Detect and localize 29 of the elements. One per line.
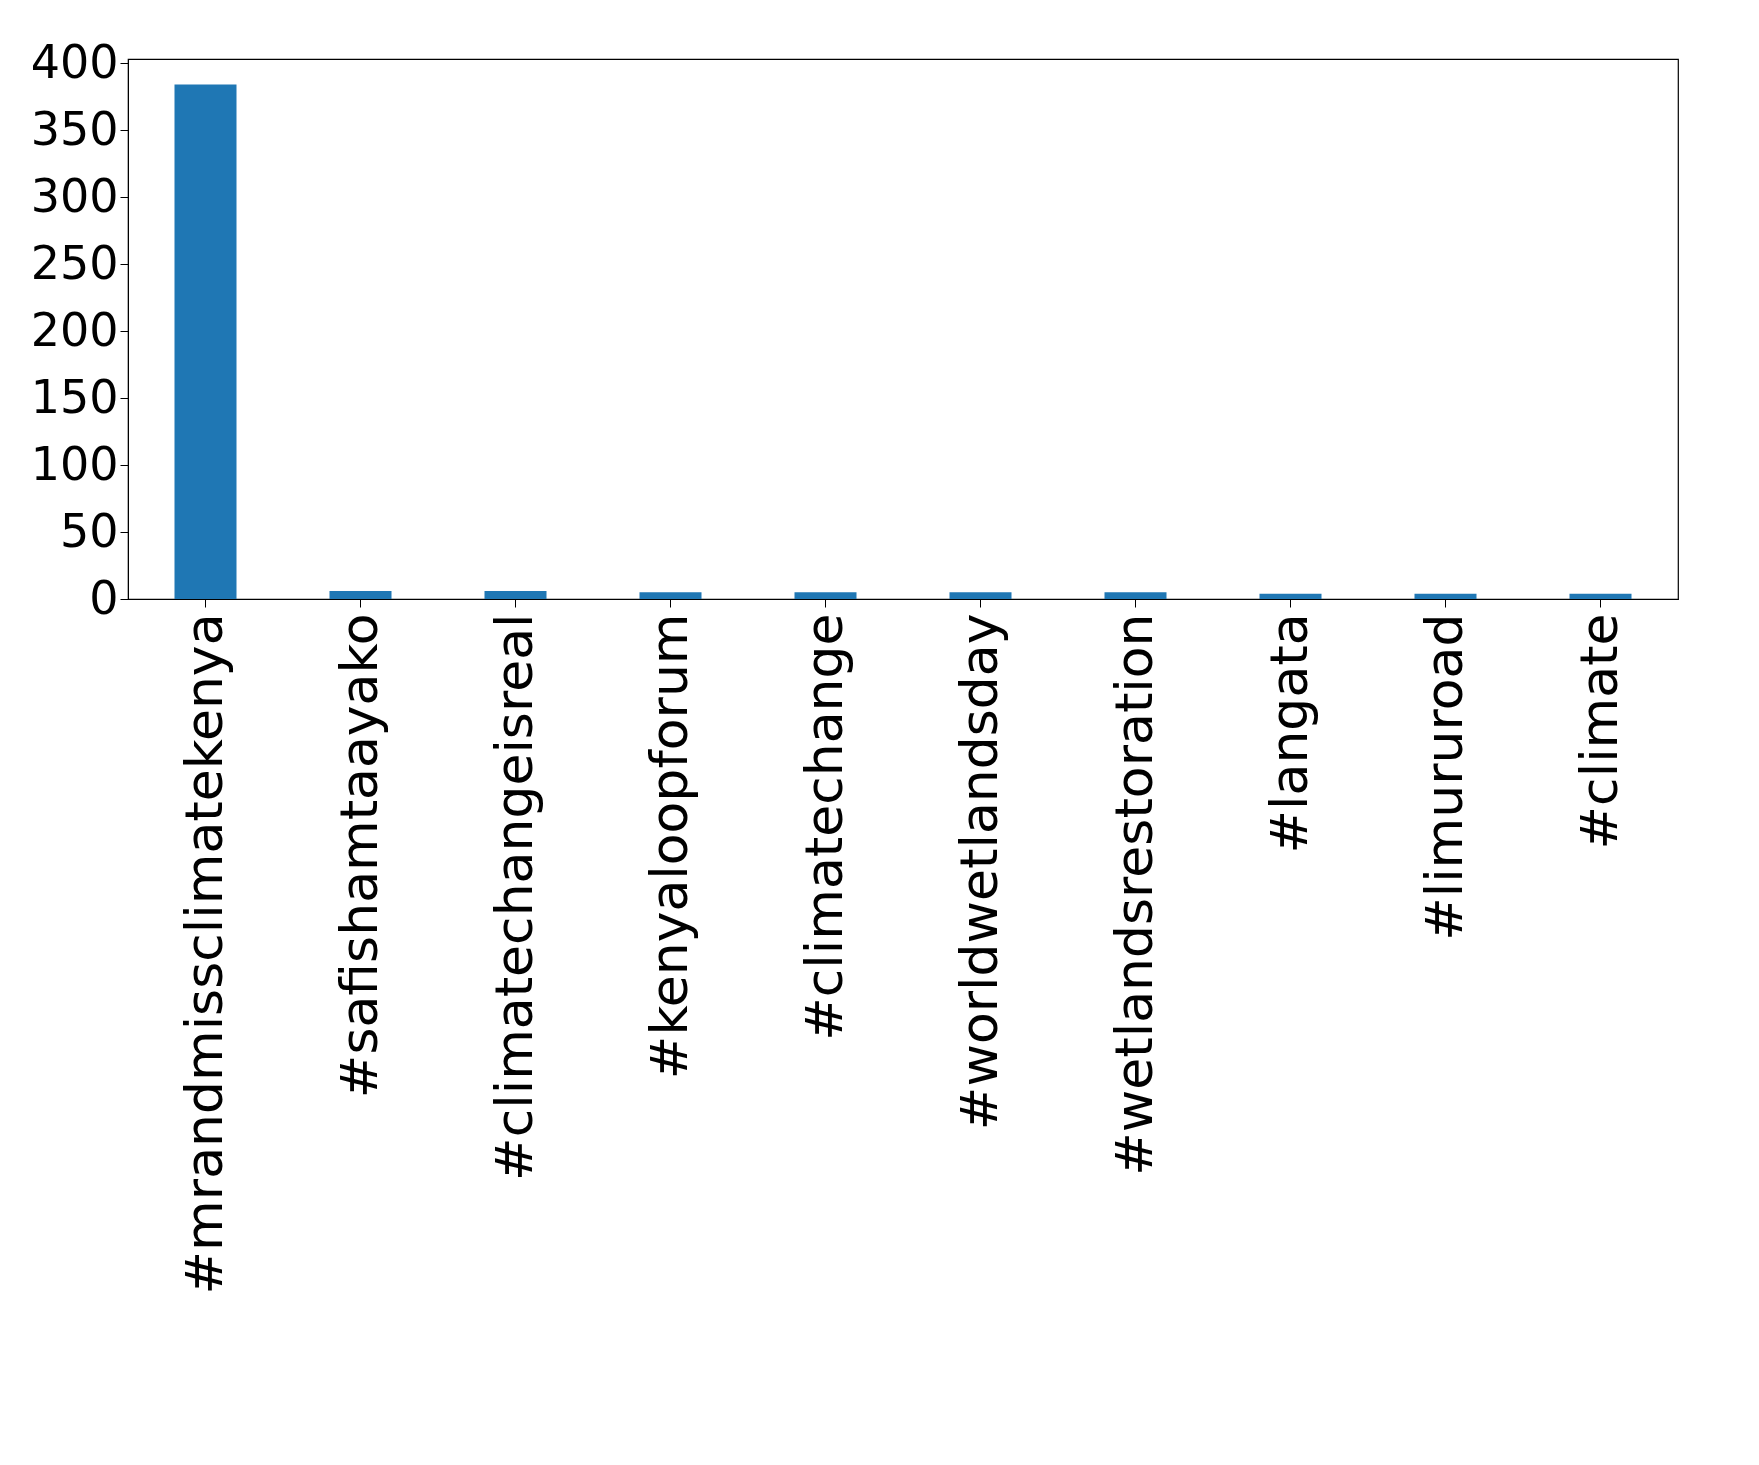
y-tick-label: 0 — [89, 570, 119, 625]
y-tick-label: 350 — [30, 101, 119, 156]
x-tick-label: #worldwetlandsday — [948, 613, 1009, 1131]
x-tick-label: #langata — [1258, 613, 1319, 854]
x-tick-label: #climatechange — [793, 613, 854, 1041]
x-tick-label: #wetlandsrestoration — [1103, 613, 1164, 1176]
x-tick-label: #climate — [1568, 613, 1629, 850]
bar — [329, 590, 392, 599]
bar — [1414, 593, 1477, 599]
bar — [949, 592, 1012, 599]
bar — [1259, 593, 1322, 599]
bar — [1569, 593, 1632, 599]
bar — [794, 592, 857, 599]
bar — [484, 590, 547, 599]
y-tick-label: 100 — [30, 436, 119, 491]
y-tick-label: 250 — [30, 235, 119, 290]
x-tick-label: #kenyaloopforum — [638, 613, 699, 1080]
y-tick-label: 200 — [30, 302, 119, 357]
y-tick-label: 300 — [30, 168, 119, 223]
x-tick-label: #limururoad — [1413, 613, 1474, 941]
bar — [639, 592, 702, 599]
x-tick-label: #mrandmissclimatekenya — [173, 613, 234, 1295]
x-tick-label: #climatechangeisreal — [483, 613, 544, 1181]
bar — [1104, 592, 1167, 599]
y-tick-label: 150 — [30, 369, 119, 424]
x-tick-label: #safishamtaayako — [328, 613, 389, 1099]
y-tick-label: 50 — [59, 503, 119, 558]
y-tick-label: 400 — [30, 34, 119, 89]
bar — [174, 84, 237, 599]
